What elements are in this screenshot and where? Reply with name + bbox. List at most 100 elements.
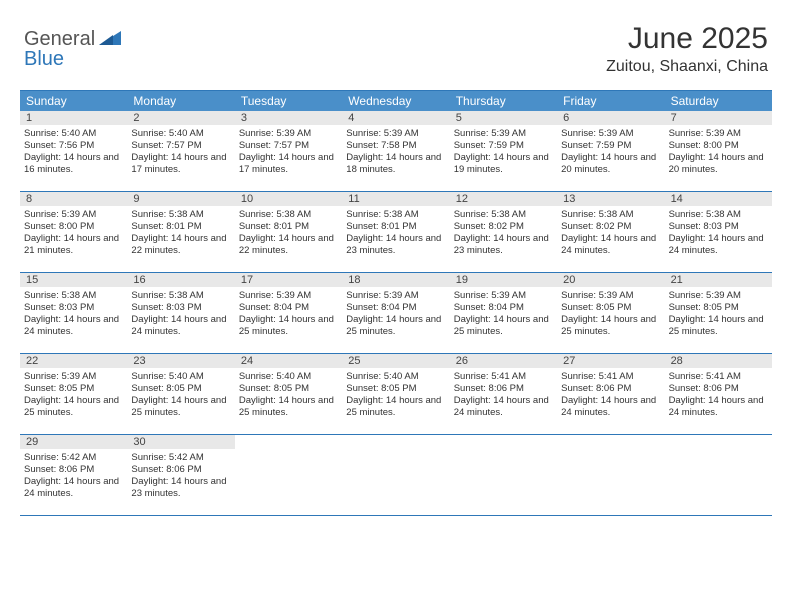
daylight-line: Daylight: 14 hours and 21 minutes.	[24, 233, 123, 257]
sunrise-line: Sunrise: 5:40 AM	[131, 128, 230, 140]
week-row: 8Sunrise: 5:39 AMSunset: 8:00 PMDaylight…	[20, 192, 772, 273]
sunset-line: Sunset: 8:06 PM	[454, 383, 553, 395]
daylight-line: Daylight: 14 hours and 25 minutes.	[346, 314, 445, 338]
day-cell: 6Sunrise: 5:39 AMSunset: 7:59 PMDaylight…	[557, 111, 664, 191]
day-cell: 19Sunrise: 5:39 AMSunset: 8:04 PMDayligh…	[450, 273, 557, 353]
day-cell: 24Sunrise: 5:40 AMSunset: 8:05 PMDayligh…	[235, 354, 342, 434]
day-number: 11	[342, 192, 449, 206]
sunset-line: Sunset: 8:05 PM	[131, 383, 230, 395]
sunset-line: Sunset: 8:01 PM	[131, 221, 230, 233]
day-cell: 22Sunrise: 5:39 AMSunset: 8:05 PMDayligh…	[20, 354, 127, 434]
day-cell: 2Sunrise: 5:40 AMSunset: 7:57 PMDaylight…	[127, 111, 234, 191]
day-number: 22	[20, 354, 127, 368]
sunset-line: Sunset: 8:05 PM	[346, 383, 445, 395]
weekday-header-cell: Saturday	[665, 91, 772, 111]
weekday-header-cell: Thursday	[450, 91, 557, 111]
day-cell: 11Sunrise: 5:38 AMSunset: 8:01 PMDayligh…	[342, 192, 449, 272]
sunrise-line: Sunrise: 5:39 AM	[346, 128, 445, 140]
sunset-line: Sunset: 7:57 PM	[239, 140, 338, 152]
week-row: 1Sunrise: 5:40 AMSunset: 7:56 PMDaylight…	[20, 111, 772, 192]
sunrise-line: Sunrise: 5:40 AM	[346, 371, 445, 383]
sunrise-line: Sunrise: 5:38 AM	[561, 209, 660, 221]
daylight-line: Daylight: 14 hours and 24 minutes.	[561, 395, 660, 419]
daylight-line: Daylight: 14 hours and 18 minutes.	[346, 152, 445, 176]
sunset-line: Sunset: 7:59 PM	[561, 140, 660, 152]
day-number: 29	[20, 435, 127, 449]
day-number: 17	[235, 273, 342, 287]
empty-cell	[235, 435, 342, 515]
day-cell: 27Sunrise: 5:41 AMSunset: 8:06 PMDayligh…	[557, 354, 664, 434]
title-block: June 2025 Zuitou, Shaanxi, China	[606, 22, 768, 76]
day-cell: 14Sunrise: 5:38 AMSunset: 8:03 PMDayligh…	[665, 192, 772, 272]
brand-triangle-icon	[99, 29, 121, 50]
day-number: 28	[665, 354, 772, 368]
brand-part2: Blue	[24, 48, 64, 70]
sunset-line: Sunset: 8:02 PM	[561, 221, 660, 233]
day-number: 16	[127, 273, 234, 287]
day-number: 7	[665, 111, 772, 125]
day-number: 6	[557, 111, 664, 125]
daylight-line: Daylight: 14 hours and 22 minutes.	[131, 233, 230, 257]
day-number: 14	[665, 192, 772, 206]
sunset-line: Sunset: 8:06 PM	[669, 383, 768, 395]
weeks-container: 1Sunrise: 5:40 AMSunset: 7:56 PMDaylight…	[20, 111, 772, 516]
daylight-line: Daylight: 14 hours and 16 minutes.	[24, 152, 123, 176]
daylight-line: Daylight: 14 hours and 23 minutes.	[131, 476, 230, 500]
day-number: 13	[557, 192, 664, 206]
day-number: 21	[665, 273, 772, 287]
sunrise-line: Sunrise: 5:39 AM	[561, 128, 660, 140]
sunset-line: Sunset: 8:03 PM	[24, 302, 123, 314]
day-cell: 26Sunrise: 5:41 AMSunset: 8:06 PMDayligh…	[450, 354, 557, 434]
day-number: 15	[20, 273, 127, 287]
sunset-line: Sunset: 8:01 PM	[239, 221, 338, 233]
sunrise-line: Sunrise: 5:40 AM	[239, 371, 338, 383]
daylight-line: Daylight: 14 hours and 20 minutes.	[669, 152, 768, 176]
daylight-line: Daylight: 14 hours and 25 minutes.	[24, 395, 123, 419]
sunset-line: Sunset: 7:56 PM	[24, 140, 123, 152]
day-number: 30	[127, 435, 234, 449]
sunrise-line: Sunrise: 5:38 AM	[131, 290, 230, 302]
sunset-line: Sunset: 7:57 PM	[131, 140, 230, 152]
sunrise-line: Sunrise: 5:38 AM	[24, 290, 123, 302]
sunrise-line: Sunrise: 5:42 AM	[131, 452, 230, 464]
day-cell: 13Sunrise: 5:38 AMSunset: 8:02 PMDayligh…	[557, 192, 664, 272]
week-row: 15Sunrise: 5:38 AMSunset: 8:03 PMDayligh…	[20, 273, 772, 354]
day-number: 4	[342, 111, 449, 125]
sunrise-line: Sunrise: 5:38 AM	[239, 209, 338, 221]
sunset-line: Sunset: 8:05 PM	[24, 383, 123, 395]
day-cell: 30Sunrise: 5:42 AMSunset: 8:06 PMDayligh…	[127, 435, 234, 515]
day-cell: 4Sunrise: 5:39 AMSunset: 7:58 PMDaylight…	[342, 111, 449, 191]
header: General Blue June 2025 Zuitou, Shaanxi, …	[0, 0, 792, 90]
sunrise-line: Sunrise: 5:38 AM	[131, 209, 230, 221]
daylight-line: Daylight: 14 hours and 24 minutes.	[454, 395, 553, 419]
day-cell: 10Sunrise: 5:38 AMSunset: 8:01 PMDayligh…	[235, 192, 342, 272]
daylight-line: Daylight: 14 hours and 23 minutes.	[346, 233, 445, 257]
daylight-line: Daylight: 14 hours and 23 minutes.	[454, 233, 553, 257]
daylight-line: Daylight: 14 hours and 25 minutes.	[669, 314, 768, 338]
sunrise-line: Sunrise: 5:39 AM	[346, 290, 445, 302]
sunset-line: Sunset: 8:02 PM	[454, 221, 553, 233]
daylight-line: Daylight: 14 hours and 17 minutes.	[239, 152, 338, 176]
location-label: Zuitou, Shaanxi, China	[606, 58, 768, 76]
day-number: 3	[235, 111, 342, 125]
day-number: 23	[127, 354, 234, 368]
sunset-line: Sunset: 8:00 PM	[669, 140, 768, 152]
day-number: 1	[20, 111, 127, 125]
day-number: 18	[342, 273, 449, 287]
day-cell: 17Sunrise: 5:39 AMSunset: 8:04 PMDayligh…	[235, 273, 342, 353]
weekday-header-cell: Wednesday	[342, 91, 449, 111]
weekday-header-cell: Tuesday	[235, 91, 342, 111]
day-cell: 18Sunrise: 5:39 AMSunset: 8:04 PMDayligh…	[342, 273, 449, 353]
day-cell: 5Sunrise: 5:39 AMSunset: 7:59 PMDaylight…	[450, 111, 557, 191]
sunset-line: Sunset: 8:05 PM	[669, 302, 768, 314]
daylight-line: Daylight: 14 hours and 25 minutes.	[454, 314, 553, 338]
day-number: 8	[20, 192, 127, 206]
sunrise-line: Sunrise: 5:39 AM	[454, 290, 553, 302]
daylight-line: Daylight: 14 hours and 25 minutes.	[561, 314, 660, 338]
day-cell: 20Sunrise: 5:39 AMSunset: 8:05 PMDayligh…	[557, 273, 664, 353]
day-cell: 15Sunrise: 5:38 AMSunset: 8:03 PMDayligh…	[20, 273, 127, 353]
day-cell: 1Sunrise: 5:40 AMSunset: 7:56 PMDaylight…	[20, 111, 127, 191]
daylight-line: Daylight: 14 hours and 24 minutes.	[669, 395, 768, 419]
weekday-header-cell: Monday	[127, 91, 234, 111]
sunset-line: Sunset: 8:04 PM	[454, 302, 553, 314]
